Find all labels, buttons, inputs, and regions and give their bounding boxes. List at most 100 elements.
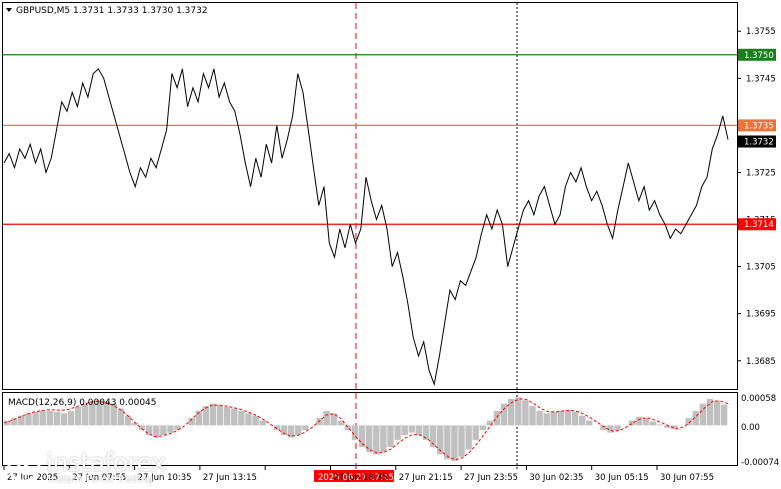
macd-hist-bar	[444, 425, 451, 460]
macd-hist-bar	[302, 425, 309, 431]
time-highlight-label: 2025.06.27 17:15	[318, 473, 394, 483]
macd-panel-frame	[2, 392, 738, 466]
macd-hist-bar	[209, 403, 217, 426]
macd-hist-bar	[295, 425, 302, 436]
macd-hist-bar	[18, 415, 25, 426]
macd-hist-bar	[124, 415, 132, 426]
current-price-label: 1.3732	[744, 138, 774, 148]
macd-hist-bar	[160, 425, 167, 436]
macd-hist-bar	[564, 409, 572, 426]
macd-hist-bar	[550, 411, 557, 426]
time-label: 30 Jun 07:55	[660, 473, 714, 483]
macd-hist-bar	[699, 403, 706, 426]
macd-hist-bar	[330, 413, 337, 426]
macd-hist-bar	[67, 410, 75, 426]
price-tick-label: 1.3755	[746, 27, 776, 37]
macd-hist-bar	[373, 425, 380, 455]
macd-hist-bar	[259, 420, 266, 426]
macd-hist-bar	[60, 413, 68, 426]
macd-hist-bar	[11, 418, 18, 426]
price-tick-label: 1.3705	[746, 263, 776, 273]
symbol-info: GBPUSD,M5 1.3731 1.3733 1.3730 1.3732	[16, 6, 208, 16]
symbol-dropdown-icon[interactable]	[6, 8, 12, 12]
macd-hist-bar	[486, 420, 494, 426]
instaforex-logo-icon	[7, 449, 41, 483]
macd-hist-bar	[337, 420, 344, 426]
macd-hist-bar	[543, 413, 550, 426]
macd-hist-bar	[408, 425, 415, 433]
macd-hist-bar	[422, 425, 430, 440]
macd-hist-bar	[46, 410, 53, 426]
macd-hist-bar	[167, 425, 174, 433]
price-tick-label: 1.3685	[746, 357, 776, 367]
price-tick-label: 1.3725	[746, 168, 776, 178]
macd-hist-bar	[110, 403, 117, 426]
macd-hist-bar	[316, 418, 323, 426]
time-label: 27 Jun 23:55	[464, 473, 518, 483]
macd-hist-bar	[358, 425, 366, 448]
macd-hist-bar	[671, 425, 678, 430]
macd-hist-bar	[245, 413, 252, 426]
macd-hist-bar	[607, 425, 614, 433]
macd-hist-bar	[131, 423, 139, 426]
macd-hist-bar	[571, 411, 579, 426]
macd-hist-bar	[231, 408, 238, 426]
macd-hist-bar	[493, 410, 501, 426]
macd-hist-bar	[25, 413, 32, 426]
macd-hist-bar	[366, 425, 373, 452]
macd-hist-bar	[415, 425, 423, 436]
time-label: 27 Jun 13:15	[203, 473, 257, 483]
macd-hist-bar	[89, 401, 96, 426]
level-tag-2	[738, 218, 776, 231]
level-tag-label: 1.3750	[744, 51, 774, 61]
price-series-line	[3, 68, 729, 387]
macd-hist-bar	[578, 415, 586, 426]
macd-hist-bar	[32, 411, 39, 426]
macd-hist-bar	[280, 425, 288, 436]
time-label: 27 Jun 21:15	[399, 473, 453, 483]
time-label: 30 Jun 02:35	[529, 473, 583, 483]
macd-hist-bar	[600, 425, 607, 431]
macd-tick-label: 0.00	[741, 423, 760, 433]
macd-hist-bar	[188, 418, 195, 426]
macd-hist-bar	[500, 403, 508, 426]
macd-hist-bar	[323, 410, 330, 426]
macd-hist-bar	[657, 424, 664, 426]
macd-hist-bar	[39, 410, 46, 426]
macd-hist-bar	[451, 425, 458, 462]
level-tag-0	[738, 48, 776, 61]
macd-hist-bar	[692, 410, 699, 426]
macd-hist-bar	[437, 425, 444, 455]
macd-hist-bar	[224, 407, 231, 426]
price-tags: 1.3750 1.3735 1.3714 1.3732	[738, 48, 776, 231]
macd-hist-bar	[401, 425, 408, 436]
macd-hist-bar	[664, 425, 671, 428]
logo-name: instaforex	[46, 448, 166, 477]
level-tag-label: 1.3735	[744, 121, 774, 131]
macd-hist-bar	[472, 425, 479, 440]
macd-hist-bar	[96, 400, 103, 426]
macd-signal-line	[3, 398, 729, 461]
macd-hist-bar	[458, 425, 465, 457]
macd-hist-bar	[216, 405, 224, 426]
macd-hist-bar	[508, 398, 515, 426]
macd-hist-bar	[394, 425, 401, 440]
macd-hist-bar	[238, 410, 245, 426]
macd-hist-bar	[515, 397, 522, 426]
price-tick-label: 1.3745	[746, 74, 776, 84]
level-tag-1	[738, 119, 776, 132]
macd-hist-bar	[713, 401, 721, 426]
macd-hist-bar	[387, 425, 394, 448]
macd-hist-bar	[351, 425, 359, 440]
macd-hist-bar	[103, 401, 110, 426]
macd-hist-bar	[117, 408, 124, 426]
macd-hist-bar	[628, 420, 635, 426]
macd-hist-bar	[586, 420, 593, 426]
macd-hist-bar	[380, 425, 387, 452]
macd-layer	[3, 397, 729, 462]
macd-hist-bar	[429, 425, 437, 448]
macd-tick-label: 0.00058	[741, 394, 776, 404]
logo-tagline: Instant Forex Trading	[48, 474, 154, 485]
macd-hist-bar	[685, 418, 692, 426]
price-axis: 1.37551.37451.37251.37151.37051.36951.36…	[737, 27, 776, 367]
